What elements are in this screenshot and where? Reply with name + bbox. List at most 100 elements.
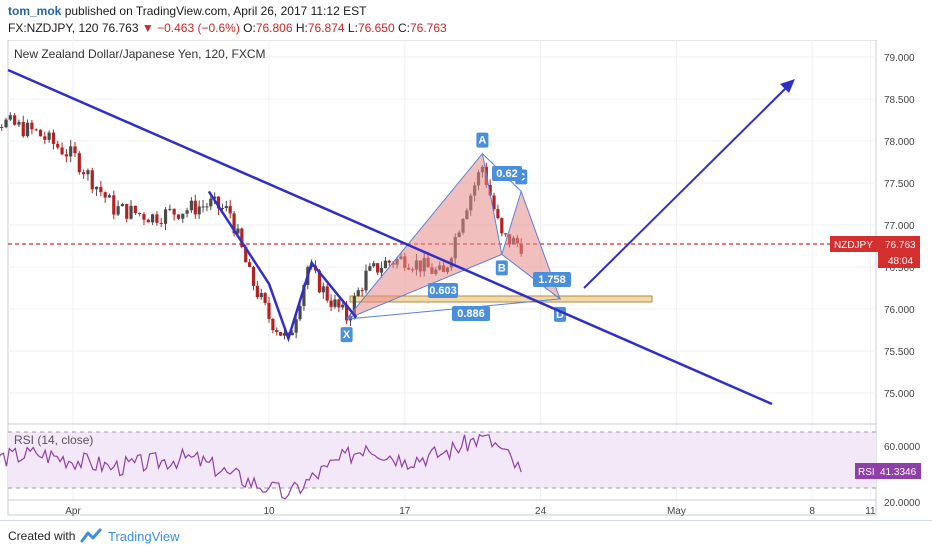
rsi-tick-label: 60.0000 bbox=[884, 442, 921, 453]
price-tick-label: 78.000 bbox=[884, 137, 915, 148]
symbol-interval: FX:NZDJPY, 120 bbox=[8, 21, 99, 35]
support-zone bbox=[349, 295, 653, 303]
chart-title: New Zealand Dollar/Japanese Yen, 120, FX… bbox=[14, 47, 265, 61]
price-badge-bg bbox=[830, 236, 920, 252]
candle-body bbox=[352, 296, 356, 316]
trendline bbox=[7, 68, 773, 406]
pattern-label-a: A bbox=[478, 135, 486, 147]
candle-body bbox=[155, 214, 159, 223]
candle-body bbox=[337, 299, 341, 308]
tradingview-brand-link[interactable]: TradingView bbox=[108, 529, 180, 544]
candle-body bbox=[286, 333, 290, 336]
rsi-pane bbox=[0, 431, 876, 500]
footer: Created with TradingView bbox=[0, 520, 932, 551]
candle-body bbox=[181, 213, 185, 219]
candle-body bbox=[99, 186, 103, 193]
candle-body bbox=[138, 212, 142, 215]
candle-body bbox=[77, 153, 81, 173]
candle-body bbox=[236, 228, 240, 234]
candle-body bbox=[116, 206, 120, 215]
high-value: 76.874 bbox=[307, 21, 345, 35]
last-price: 76.763 bbox=[101, 21, 139, 35]
ratio-xd-label: 0.886 bbox=[457, 308, 485, 320]
price-tick-label: 75.000 bbox=[884, 389, 915, 400]
candle-body bbox=[189, 200, 193, 211]
pattern-label-b-bg bbox=[495, 260, 508, 276]
candle-body bbox=[356, 290, 360, 297]
candle-body bbox=[500, 218, 504, 234]
price-axis[interactable]: 79.000 78.500 78.000 77.500 77.000 76.500 76.0… bbox=[884, 53, 921, 509]
candle-body bbox=[232, 213, 236, 234]
candle-body bbox=[348, 315, 353, 321]
pattern-label-a-bg bbox=[476, 132, 489, 148]
candle-body bbox=[259, 293, 263, 298]
candle-body bbox=[129, 205, 133, 219]
candle-body bbox=[267, 302, 271, 319]
candle-body bbox=[290, 332, 294, 336]
candle-body bbox=[263, 293, 267, 303]
candle-body bbox=[112, 195, 116, 215]
rsi-pane-title: RSI (14, close) bbox=[14, 433, 93, 447]
candle-body bbox=[251, 266, 256, 286]
candle-body bbox=[379, 268, 384, 273]
time-tick-label: 24 bbox=[535, 506, 547, 517]
pattern-label-x: X bbox=[343, 329, 351, 341]
low-label: L: bbox=[347, 21, 358, 35]
swing-line bbox=[207, 190, 358, 343]
price-tick-label: 78.500 bbox=[884, 95, 915, 106]
candle-body bbox=[488, 184, 492, 196]
candle-body bbox=[172, 208, 176, 215]
candle-body bbox=[43, 136, 47, 140]
candle-body bbox=[64, 154, 68, 157]
chart-header: tom_mok published on TradingView.com, Ap… bbox=[0, 0, 932, 40]
candle-body bbox=[205, 206, 209, 208]
pattern-label-x-bg bbox=[340, 327, 353, 343]
candle-body bbox=[86, 170, 90, 175]
pattern-xab-triangle bbox=[346, 152, 503, 320]
time-axis[interactable]: Apr 10 17 24 May 8 11 bbox=[65, 506, 876, 517]
candle-body bbox=[0, 127, 4, 129]
countdown-badge: 48:04 bbox=[888, 256, 913, 267]
ratio-bc-label: 0.62 bbox=[496, 168, 517, 180]
candle-body bbox=[317, 270, 322, 293]
rsi-badge-bg bbox=[855, 463, 921, 479]
price-tick-label: 77.500 bbox=[884, 179, 915, 190]
candle-body bbox=[13, 115, 17, 125]
candle-body bbox=[133, 205, 137, 213]
candle-body bbox=[51, 132, 56, 144]
candle-body bbox=[163, 209, 168, 224]
pattern-label-b: B bbox=[498, 262, 506, 274]
tradingview-logo-icon[interactable] bbox=[80, 527, 104, 545]
candle-body bbox=[4, 119, 8, 128]
candle-body bbox=[333, 299, 337, 307]
time-tick-label: 10 bbox=[263, 506, 275, 517]
ratio-cd-label: 1.758 bbox=[538, 274, 566, 286]
projection-arrowhead-icon bbox=[780, 79, 795, 93]
price-tick-label: 79.000 bbox=[884, 53, 915, 64]
candle-body bbox=[90, 170, 94, 190]
candle-body bbox=[120, 203, 125, 207]
candle-body bbox=[496, 209, 500, 219]
author-link[interactable]: tom_mok bbox=[8, 4, 62, 18]
low-value: 76.650 bbox=[357, 21, 395, 35]
rsi-badge-value: 41.3346 bbox=[880, 467, 917, 478]
candle-body bbox=[329, 300, 333, 307]
rsi-band bbox=[8, 432, 876, 488]
candle-body bbox=[368, 266, 372, 271]
candle-body bbox=[341, 304, 345, 308]
candle-body bbox=[209, 198, 213, 207]
candle-body bbox=[248, 262, 252, 267]
candle-body bbox=[224, 206, 228, 209]
created-with-text: Created with bbox=[8, 529, 76, 543]
candle-body bbox=[228, 206, 232, 214]
candle-body bbox=[34, 129, 38, 131]
candle-body bbox=[271, 318, 275, 331]
candle-body bbox=[387, 260, 391, 263]
price-tick-label: 77.000 bbox=[884, 221, 915, 232]
candle-body bbox=[168, 208, 172, 210]
candle-body bbox=[294, 319, 298, 333]
candle-body bbox=[360, 290, 364, 292]
candle-body bbox=[151, 214, 155, 223]
